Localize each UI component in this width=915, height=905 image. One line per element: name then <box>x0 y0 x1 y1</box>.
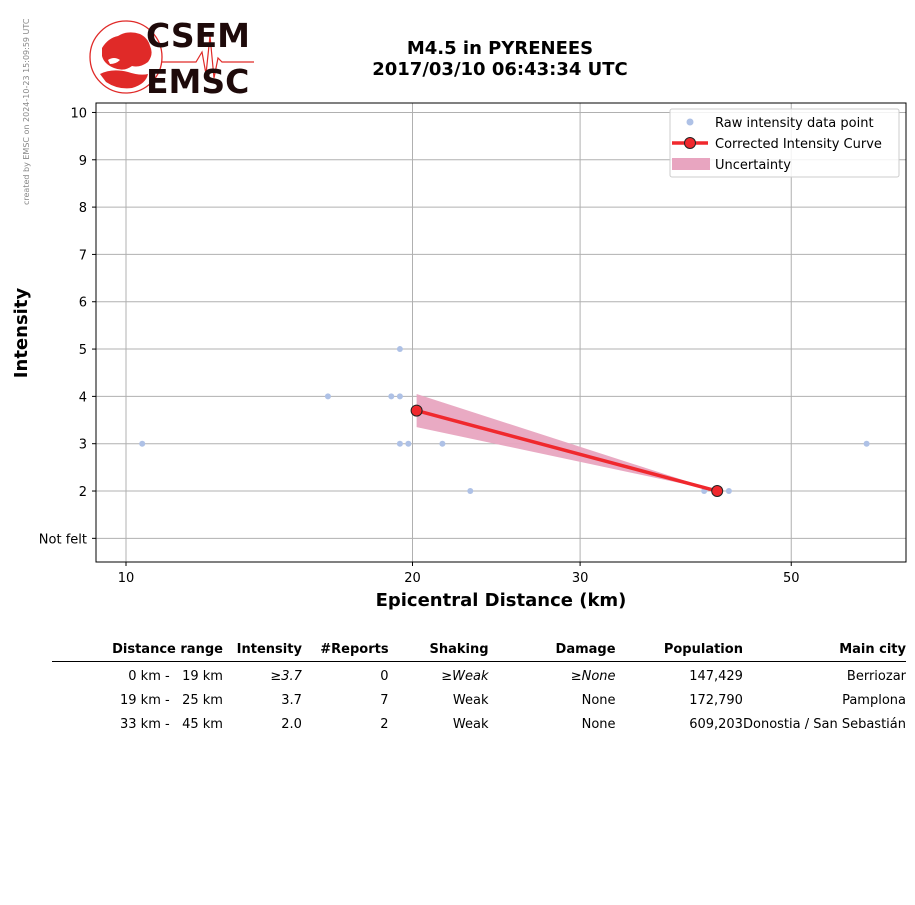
logo-text-csem: CSEM <box>146 16 250 55</box>
header-population: Population <box>615 640 743 662</box>
cell-reports: 7 <box>380 693 389 708</box>
curve-point <box>410 404 423 417</box>
header-intensity: Intensity <box>222 640 302 662</box>
cell-reports: 2 <box>380 717 389 732</box>
y-tick-label: Not felt <box>39 532 87 547</box>
intensity-chart: 10 20 30 50 Not felt 2 3 4 5 6 7 8 9 10 Epicentral Di… <box>11 102 907 611</box>
chart-title: M4.5 in PYRENEES 2017/03/10 06:43:34 UTC <box>300 38 700 80</box>
x-tick-label: 30 <box>572 571 589 586</box>
cell-range: 33 km - 45 km <box>120 717 223 732</box>
cell-population: 147,429 <box>689 669 743 684</box>
y-tick-label: 2 <box>79 485 87 500</box>
csem-emsc-logo: CSEM EMSC <box>89 16 254 98</box>
y-tick-label: 10 <box>70 106 87 121</box>
cell-range: 0 km - 19 km <box>128 669 223 684</box>
header-shaking: Shaking <box>388 640 489 662</box>
raw-data-point <box>396 346 403 353</box>
y-tick-label: 5 <box>79 343 87 358</box>
cell-shaking: Weak <box>452 717 489 732</box>
cell-city: Pamplona <box>842 693 906 708</box>
header-damage: Damage <box>488 640 616 662</box>
y-tick-label: 8 <box>79 201 87 216</box>
cell-reports: 0 <box>380 669 389 684</box>
cell-range: 19 km - 25 km <box>120 693 223 708</box>
curve-point <box>711 485 724 498</box>
uncertainty-band <box>416 394 718 492</box>
raw-data-point <box>439 440 446 447</box>
cell-intensity: 3.7 <box>281 693 302 708</box>
legend: Raw intensity data point Corrected Inten… <box>669 108 900 178</box>
y-tick-label: 9 <box>79 154 87 169</box>
legend-raw-marker <box>686 118 694 126</box>
raw-data-point <box>725 488 732 495</box>
legend-curve-marker <box>684 137 696 149</box>
cell-damage: ≥None <box>570 669 616 684</box>
raw-data-point <box>324 393 331 400</box>
cell-damage: None <box>581 693 616 708</box>
header-reports: #Reports <box>301 640 389 662</box>
cell-damage: None <box>581 717 616 732</box>
table-row: 0 km - 19 km ≥3.7 0 ≥Weak ≥None 147,429 … <box>52 662 906 687</box>
legend-curve-label: Corrected Intensity Curve <box>715 137 882 152</box>
x-tick-label: 10 <box>118 571 135 586</box>
cell-population: 172,790 <box>689 693 743 708</box>
y-tick-label: 6 <box>79 296 87 311</box>
intensity-table: Distance range Intensity #Reports Shakin… <box>52 640 906 734</box>
uncertainty-layer <box>416 394 718 492</box>
logo-text-emsc: EMSC <box>146 62 249 98</box>
raw-data-point <box>396 440 403 447</box>
legend-uncertainty-label: Uncertainty <box>715 158 791 173</box>
y-tick-label: 7 <box>79 248 87 263</box>
cell-shaking: Weak <box>452 693 489 708</box>
title-datetime: 2017/03/10 06:43:34 UTC <box>372 59 628 80</box>
raw-data-point <box>467 488 474 495</box>
tick-layer: 10 20 30 50 Not felt 2 3 4 5 6 7 8 9 10 <box>39 106 800 586</box>
cell-intensity: 2.0 <box>281 717 302 732</box>
plot-frame <box>95 102 907 563</box>
raw-data-point <box>396 393 403 400</box>
y-axis-label: Intensity <box>11 288 32 379</box>
cell-shaking: ≥Weak <box>441 669 489 684</box>
cell-city: Donostia / San Sebastián <box>743 717 906 732</box>
y-tick-label: 4 <box>79 390 87 405</box>
cell-population: 609,203 <box>689 717 743 732</box>
legend-raw-label: Raw intensity data point <box>715 116 874 131</box>
corrected-intensity-line <box>416 408 718 493</box>
header-main-city: Main city <box>742 640 906 662</box>
y-tick-label: 3 <box>79 438 87 453</box>
raw-data-point <box>405 440 412 447</box>
title-event: M4.5 in PYRENEES <box>406 38 594 59</box>
x-tick-label: 50 <box>783 571 800 586</box>
table-row: 19 km - 25 km 3.7 7 Weak None 172,790 Pa… <box>52 686 906 710</box>
table-header-row: Distance range Intensity #Reports Shakin… <box>52 640 906 662</box>
cell-city: Berriozar <box>846 669 906 684</box>
raw-data-point <box>388 393 395 400</box>
raw-points-layer <box>139 346 870 495</box>
raw-data-point <box>863 440 870 447</box>
x-tick-label: 20 <box>404 571 421 586</box>
legend-frame <box>669 108 900 178</box>
table-row: 33 km - 45 km 2.0 2 Weak None 609,203 Do… <box>52 710 906 734</box>
raw-data-point <box>139 440 146 447</box>
legend-uncertainty-swatch <box>672 158 710 170</box>
header-distance-range: Distance range <box>52 640 223 662</box>
x-axis-label: Epicentral Distance (km) <box>376 590 627 611</box>
cell-intensity: ≥3.7 <box>270 669 302 684</box>
curve-layer <box>410 404 724 498</box>
